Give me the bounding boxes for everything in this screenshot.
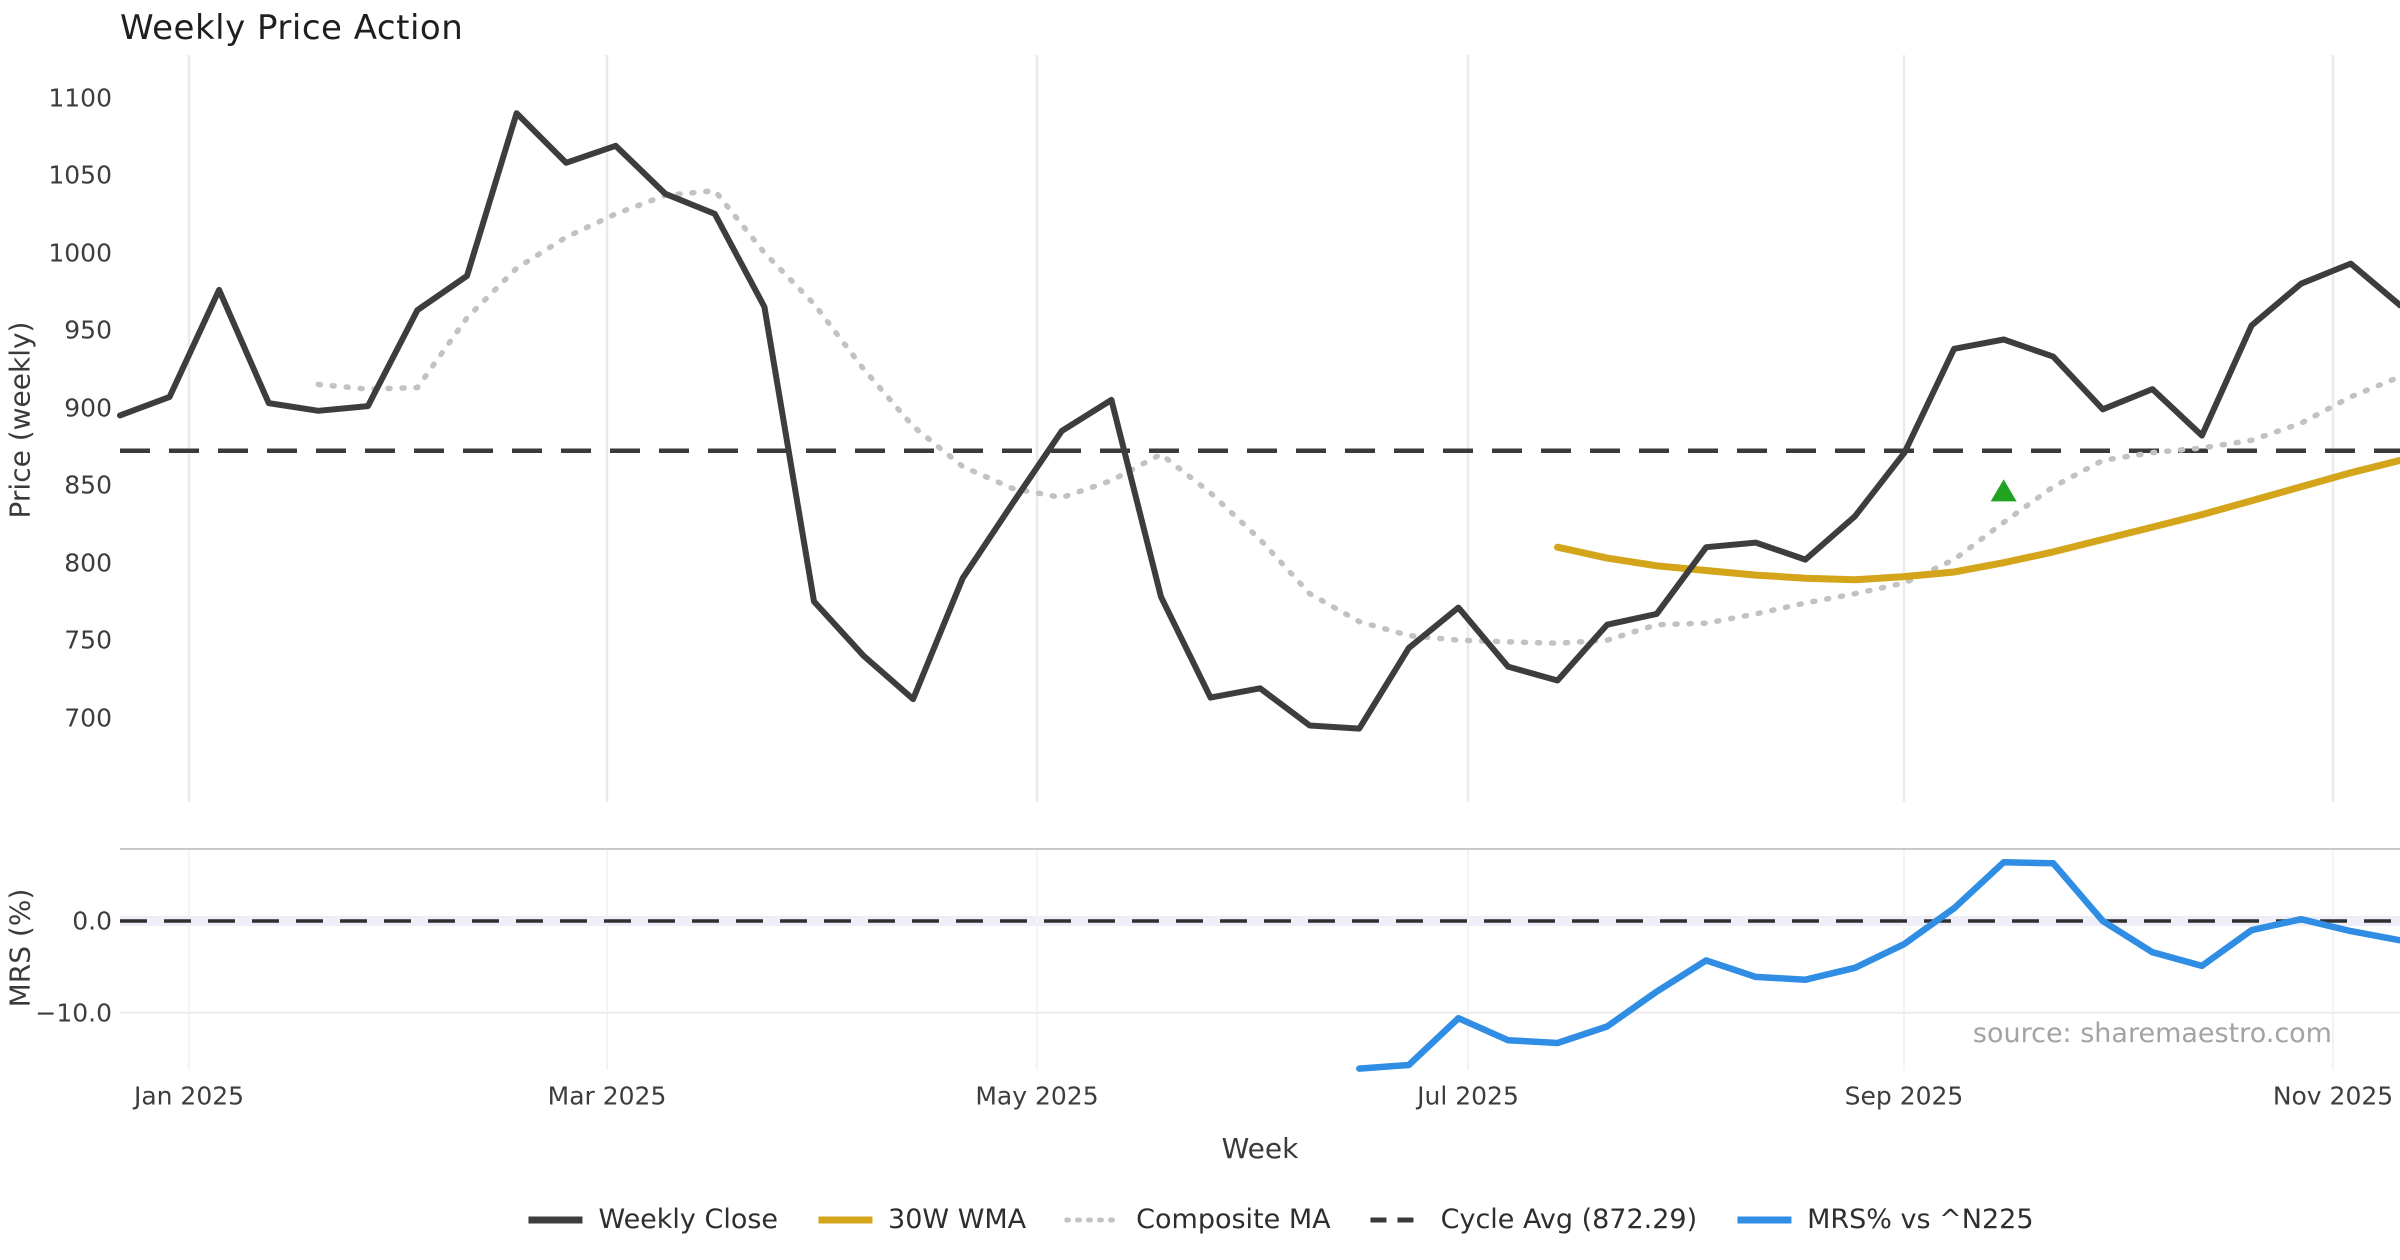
price-ytick-label: 800 xyxy=(64,548,112,578)
legend-swatch-solid-icon xyxy=(818,1216,873,1223)
signal-triangle-icon xyxy=(1990,479,2017,502)
price-ytick-label: 900 xyxy=(64,393,112,423)
price-ytick-label: 1050 xyxy=(48,160,112,190)
legend-item: Cycle Avg (872.29) xyxy=(1369,1204,1698,1235)
x-tick-label: Sep 2025 xyxy=(1844,1081,1964,1111)
source-text: source: sharemaestro.com xyxy=(1972,1018,2332,1049)
legend-item: 30W WMA xyxy=(816,1204,1026,1235)
legend-label: 30W WMA xyxy=(888,1204,1027,1235)
legend-item: Composite MA xyxy=(1064,1204,1331,1235)
series-30w-wma-line xyxy=(1554,456,2400,584)
legend-label: Weekly Close xyxy=(598,1204,779,1235)
legend-label: Composite MA xyxy=(1136,1204,1331,1235)
price-ytick-label: 1000 xyxy=(48,238,112,268)
x-tick-label: Jul 2025 xyxy=(1417,1081,1519,1111)
x-tick-label: Nov 2025 xyxy=(2272,1081,2394,1111)
x-tick-label: Mar 2025 xyxy=(547,1081,667,1111)
legend-label: Cycle Avg (872.29) xyxy=(1440,1204,1698,1235)
series-composite-ma-line xyxy=(315,187,2400,647)
legend-swatch-solid-icon xyxy=(1737,1216,1792,1223)
legend: Weekly Close 30W WMA Composite MA Cycle Avg… xyxy=(526,1204,2034,1235)
series-mrs-line xyxy=(1356,859,2400,1072)
price-ytick-label: 750 xyxy=(64,625,112,655)
chart-title: Weekly Price Action xyxy=(120,8,464,48)
legend-swatch-dotted-icon xyxy=(1064,1217,1123,1222)
legend-item: MRS% vs ^N225 xyxy=(1735,1204,2034,1235)
legend-swatch-solid-icon xyxy=(528,1216,583,1223)
price-ytick-label: 850 xyxy=(64,470,112,500)
mrs-ytick-label: −10.0 xyxy=(35,998,112,1028)
mrs-ytick-label: 0.0 xyxy=(72,906,112,936)
legend-item: Weekly Close xyxy=(526,1204,778,1235)
price-ytick-label: 1100 xyxy=(48,83,112,113)
x-tick-label: Jan 2025 xyxy=(133,1081,245,1111)
price-ytick-label: 700 xyxy=(64,703,112,733)
x-tick-label: May 2025 xyxy=(975,1081,1099,1111)
series-weekly-close-line xyxy=(117,110,2400,732)
legend-swatch-dashed-icon xyxy=(1370,1217,1425,1222)
legend-label: MRS% vs ^N225 xyxy=(1807,1204,2034,1235)
price-ytick-label: 950 xyxy=(64,315,112,345)
week-axis-label: Week xyxy=(1221,1132,1299,1165)
zero-band xyxy=(120,916,2400,926)
